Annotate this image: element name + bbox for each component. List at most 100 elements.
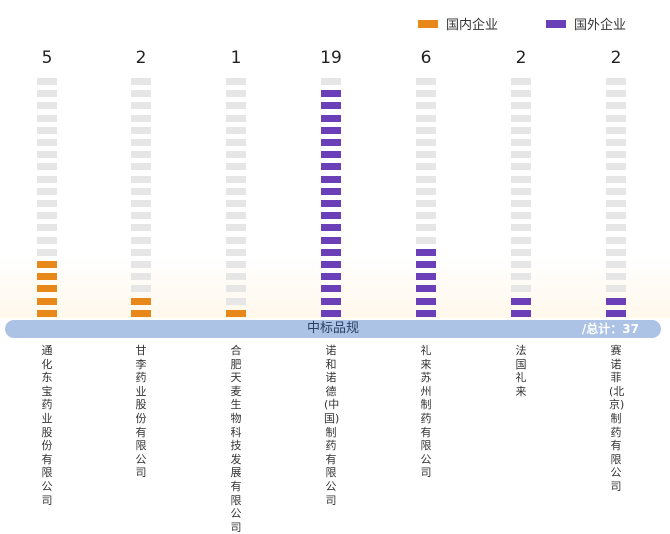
bar-segment-empty (37, 139, 57, 146)
bar-value-label: 19 (320, 48, 342, 68)
bar-segment-filled (37, 297, 57, 305)
bar-segment-empty (37, 212, 57, 220)
bar-segment-empty (37, 200, 57, 207)
bar-segment-empty (131, 200, 151, 207)
bar-segment-empty (606, 163, 626, 171)
legend-domestic: 国内企业 (418, 14, 498, 33)
bar-value-label: 2 (515, 48, 527, 68)
bar-segment-filled (131, 297, 151, 305)
bar-segment-empty (37, 102, 57, 110)
bar-segment-empty (131, 273, 151, 281)
bar-segment-filled (511, 297, 531, 305)
bar-segment-empty (226, 175, 246, 183)
bar-segment-empty (511, 224, 531, 232)
bar-segment-filled (321, 285, 341, 293)
bar-segment-empty (511, 212, 531, 220)
bar-column (37, 74, 57, 318)
bar-segment-empty (131, 187, 151, 195)
bar-segment-empty (37, 175, 57, 183)
bar-segment-empty (511, 285, 531, 293)
bar-segment-filled (226, 309, 246, 317)
bar-segment-empty (131, 139, 151, 146)
bar-segment-filled (416, 297, 436, 305)
total-label: /总计：37 (581, 322, 639, 336)
bar-segment-filled (321, 236, 341, 244)
legend-foreign: 国外企业 (546, 14, 626, 33)
bar-segment-filled (321, 163, 341, 171)
bar-segment-empty (131, 212, 151, 220)
bar-segment-empty (131, 224, 151, 232)
bar-segment-empty (416, 78, 436, 85)
bar-segment-filled (321, 102, 341, 110)
bar-segment-empty (37, 90, 57, 98)
bar-segment-empty (511, 78, 531, 85)
bar-segment-empty (416, 151, 436, 159)
bar-segment-empty (416, 236, 436, 244)
bar-segment-filled (416, 248, 436, 256)
bar-segment-empty (416, 224, 436, 232)
bar-segment-empty (416, 114, 436, 122)
bar-segment-empty (37, 236, 57, 244)
bar-segment-empty (131, 261, 151, 268)
bar-segment-empty (606, 261, 626, 268)
bar-segment-empty (606, 212, 626, 220)
bar-segment-empty (226, 151, 246, 159)
company-label: 礼来苏州制药有限公司 (420, 344, 432, 480)
bar-segment-empty (511, 163, 531, 171)
bar-segment-filled (321, 114, 341, 122)
bar-segment-empty (226, 187, 246, 195)
bar-value-label: 6 (420, 48, 432, 68)
bar-segment-empty (511, 139, 531, 146)
bar-segment-filled (321, 126, 341, 134)
bar-value-label: 2 (610, 48, 622, 68)
bar-segment-filled (321, 273, 341, 281)
bar-segment-empty (416, 90, 436, 98)
bar-segment-empty (606, 126, 626, 134)
bar-segment-empty (226, 102, 246, 110)
bar-segment-filled (511, 309, 531, 317)
bar-segment-empty (511, 273, 531, 281)
bar-segment-empty (131, 248, 151, 256)
bar-segment-filled (416, 309, 436, 317)
bar-value-label: 5 (41, 48, 53, 68)
bar-segment-empty (131, 78, 151, 85)
bar-segment-empty (226, 285, 246, 293)
bar-segment-empty (131, 175, 151, 183)
bar-segment-empty (416, 187, 436, 195)
bar-segment-empty (131, 236, 151, 244)
bar-segment-filled (606, 309, 626, 317)
bar-segment-empty (37, 126, 57, 134)
bar-segment-empty (226, 78, 246, 85)
bar-segment-empty (226, 261, 246, 268)
bar-segment-filled (321, 224, 341, 232)
bar-segment-empty (131, 90, 151, 98)
bar-segment-empty (511, 236, 531, 244)
company-label: 甘李药业股份有限公司 (135, 344, 147, 480)
bar-segment-empty (416, 212, 436, 220)
bar-segment-empty (606, 139, 626, 146)
bar-segment-empty (131, 126, 151, 134)
bar-segment-empty (37, 187, 57, 195)
bar-segment-empty (511, 175, 531, 183)
bar-column (511, 74, 531, 318)
bar-segment-empty (606, 187, 626, 195)
bar-value-label: 1 (230, 48, 242, 68)
bar-segment-empty (226, 200, 246, 207)
company-label: 赛诺菲(北京)制药有限公司 (609, 344, 625, 493)
bar-segment-empty (511, 114, 531, 122)
bar-segment-filled (321, 187, 341, 195)
bar-segment-empty (226, 126, 246, 134)
company-label: 法国礼来 (515, 344, 527, 398)
bar-segment-filled (416, 273, 436, 281)
bar-segment-filled (321, 200, 341, 207)
bar-segment-empty (131, 114, 151, 122)
chart-stage: 国内企业 国外企业 中标品规 /总计：37 5 通化东宝药业股份有限公司 2 甘李药业… (0, 14, 670, 534)
bar-segment-empty (131, 151, 151, 159)
bar-segment-filled (416, 261, 436, 268)
bar-segment-filled (37, 285, 57, 293)
bar-segment-empty (37, 151, 57, 159)
bar-segment-empty (511, 187, 531, 195)
legend-foreign-label: 国外企业 (574, 18, 627, 33)
bar-segment-empty (511, 248, 531, 256)
bar-column (131, 74, 151, 318)
